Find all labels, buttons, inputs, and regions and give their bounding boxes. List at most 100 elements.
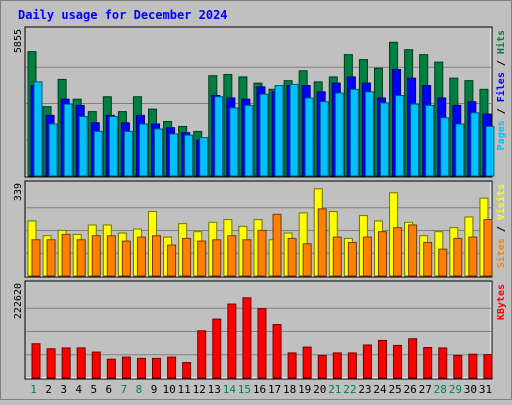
bar-pages xyxy=(319,101,329,177)
x-tick-label: 7 xyxy=(121,383,128,396)
bar-kbytes xyxy=(347,352,357,379)
bar-pages xyxy=(304,97,314,177)
bar-sites xyxy=(227,235,237,277)
bar-pages xyxy=(214,96,224,177)
bar-pages xyxy=(440,117,450,177)
bar-sites xyxy=(377,231,387,277)
bar-sites xyxy=(242,239,252,277)
bar-kbytes xyxy=(377,339,387,379)
x-tick-label: 16 xyxy=(253,383,266,396)
bar-kbytes xyxy=(46,348,56,379)
bar-sites xyxy=(212,239,222,277)
legend-kbytes: KBytes xyxy=(496,284,507,320)
x-tick-label: 29 xyxy=(449,383,462,396)
bar-kbytes xyxy=(468,353,478,379)
x-tick-label: 21 xyxy=(328,383,341,396)
bar-kbytes xyxy=(152,357,162,379)
bar-pages xyxy=(274,85,284,177)
bar-pages xyxy=(425,104,435,177)
bar-kbytes xyxy=(182,362,192,379)
series-sites xyxy=(31,208,493,277)
bar-kbytes xyxy=(227,303,237,379)
x-tick-label: 20 xyxy=(313,383,326,396)
bar-kbytes xyxy=(302,346,312,379)
bar-sites xyxy=(136,236,146,277)
bar-sites xyxy=(182,237,192,277)
bar-sites xyxy=(393,227,403,277)
x-tick-label: 22 xyxy=(343,383,356,396)
bar-kbytes xyxy=(167,356,177,379)
x-tick-label: 2 xyxy=(45,383,52,396)
x-tick-label: 13 xyxy=(208,383,221,396)
bar-sites xyxy=(91,235,101,277)
bar-pages xyxy=(138,123,148,177)
bar-kbytes xyxy=(423,347,433,379)
bar-pages xyxy=(410,103,420,177)
series-pages xyxy=(33,81,495,177)
bar-pages xyxy=(485,125,495,177)
bar-sites xyxy=(76,239,86,277)
x-tick-label: 30 xyxy=(464,383,477,396)
x-tick-label: 28 xyxy=(434,383,447,396)
bar-sites xyxy=(483,219,493,277)
bar-kbytes xyxy=(287,352,297,379)
bar-kbytes xyxy=(317,354,327,379)
bar-sites xyxy=(287,237,297,277)
bar-pages xyxy=(395,95,405,177)
legend-separator: / xyxy=(496,102,507,120)
bar-sites xyxy=(121,240,131,277)
bar-sites xyxy=(152,235,162,277)
bar-pages xyxy=(334,92,344,177)
bar-kbytes xyxy=(257,308,267,379)
chart-title: Daily usage for December 2024 xyxy=(18,8,228,22)
legend-separator: / xyxy=(496,54,507,72)
x-tick-label: 3 xyxy=(60,383,67,396)
bar-kbytes xyxy=(136,357,146,379)
bar-kbytes xyxy=(242,297,252,379)
bar-sites xyxy=(468,236,478,277)
x-tick-label: 10 xyxy=(162,383,175,396)
bar-pages xyxy=(379,102,389,177)
bar-sites xyxy=(332,236,342,277)
x-tick-label: 6 xyxy=(106,383,113,396)
bar-kbytes xyxy=(483,354,493,379)
x-tick-label: 24 xyxy=(373,383,387,396)
bar-pages xyxy=(470,112,480,177)
legend-files: Files xyxy=(495,72,507,102)
bar-sites xyxy=(257,229,267,277)
x-tick-label: 19 xyxy=(298,383,311,396)
bar-kbytes xyxy=(197,330,207,379)
bar-pages xyxy=(48,123,58,177)
bar-sites xyxy=(317,208,327,277)
x-tick-label: 8 xyxy=(136,383,143,396)
x-tick-label: 11 xyxy=(178,383,191,396)
bar-pages xyxy=(123,130,133,177)
bar-pages xyxy=(78,116,88,177)
bar-kbytes xyxy=(106,358,116,379)
x-tick-label: 25 xyxy=(388,383,401,396)
bar-kbytes xyxy=(393,344,403,379)
bar-pages xyxy=(244,104,254,177)
x-tick-label: 18 xyxy=(283,383,296,396)
bar-sites xyxy=(272,213,282,277)
x-tick-label: 31 xyxy=(479,383,492,396)
bar-pages xyxy=(184,134,194,177)
bar-kbytes xyxy=(272,324,282,379)
legend-separator: / xyxy=(496,220,507,238)
bar-pages xyxy=(229,107,239,177)
bar-kbytes xyxy=(453,354,463,379)
panel-middle: 339 Sites / Visits xyxy=(13,180,507,278)
bar-kbytes xyxy=(438,347,448,379)
y-max-label: 5855 xyxy=(13,29,24,53)
bar-sites xyxy=(453,237,463,277)
x-tick-label: 5 xyxy=(90,383,97,396)
panel-bottom: 222620 KBytes xyxy=(13,280,507,380)
bar-pages xyxy=(33,81,43,177)
x-tick-label: 14 xyxy=(223,383,237,396)
chart-panels: 5855 Pages / Files / Hits 339 Sites / Visit… xyxy=(13,26,507,380)
bar-kbytes xyxy=(408,338,418,379)
bar-pages xyxy=(349,88,359,177)
bar-sites xyxy=(347,241,357,277)
panel-legend: KBytes xyxy=(496,284,507,320)
